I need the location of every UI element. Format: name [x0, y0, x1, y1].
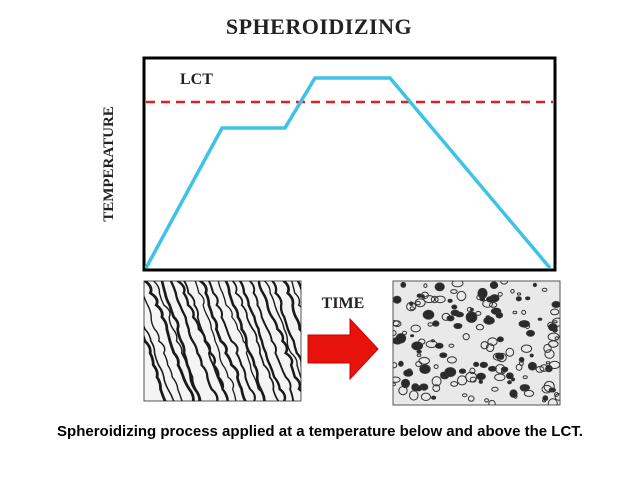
plot-frame — [142, 56, 557, 272]
figure-caption: Spheroidizing process applied at a tempe… — [57, 423, 583, 440]
lct-label: LCT — [180, 71, 213, 88]
spheroidite-micrograph — [392, 280, 561, 406]
lamellar-pearlite-micrograph — [143, 280, 302, 402]
y-axis-label: TEMPERATURE — [101, 106, 117, 222]
diagram-title: SPHEROIDIZING — [225, 14, 413, 39]
temperature-profile-line — [144, 76, 552, 270]
right-arrow-icon — [307, 317, 379, 381]
x-axis-label: TIME — [322, 295, 365, 312]
